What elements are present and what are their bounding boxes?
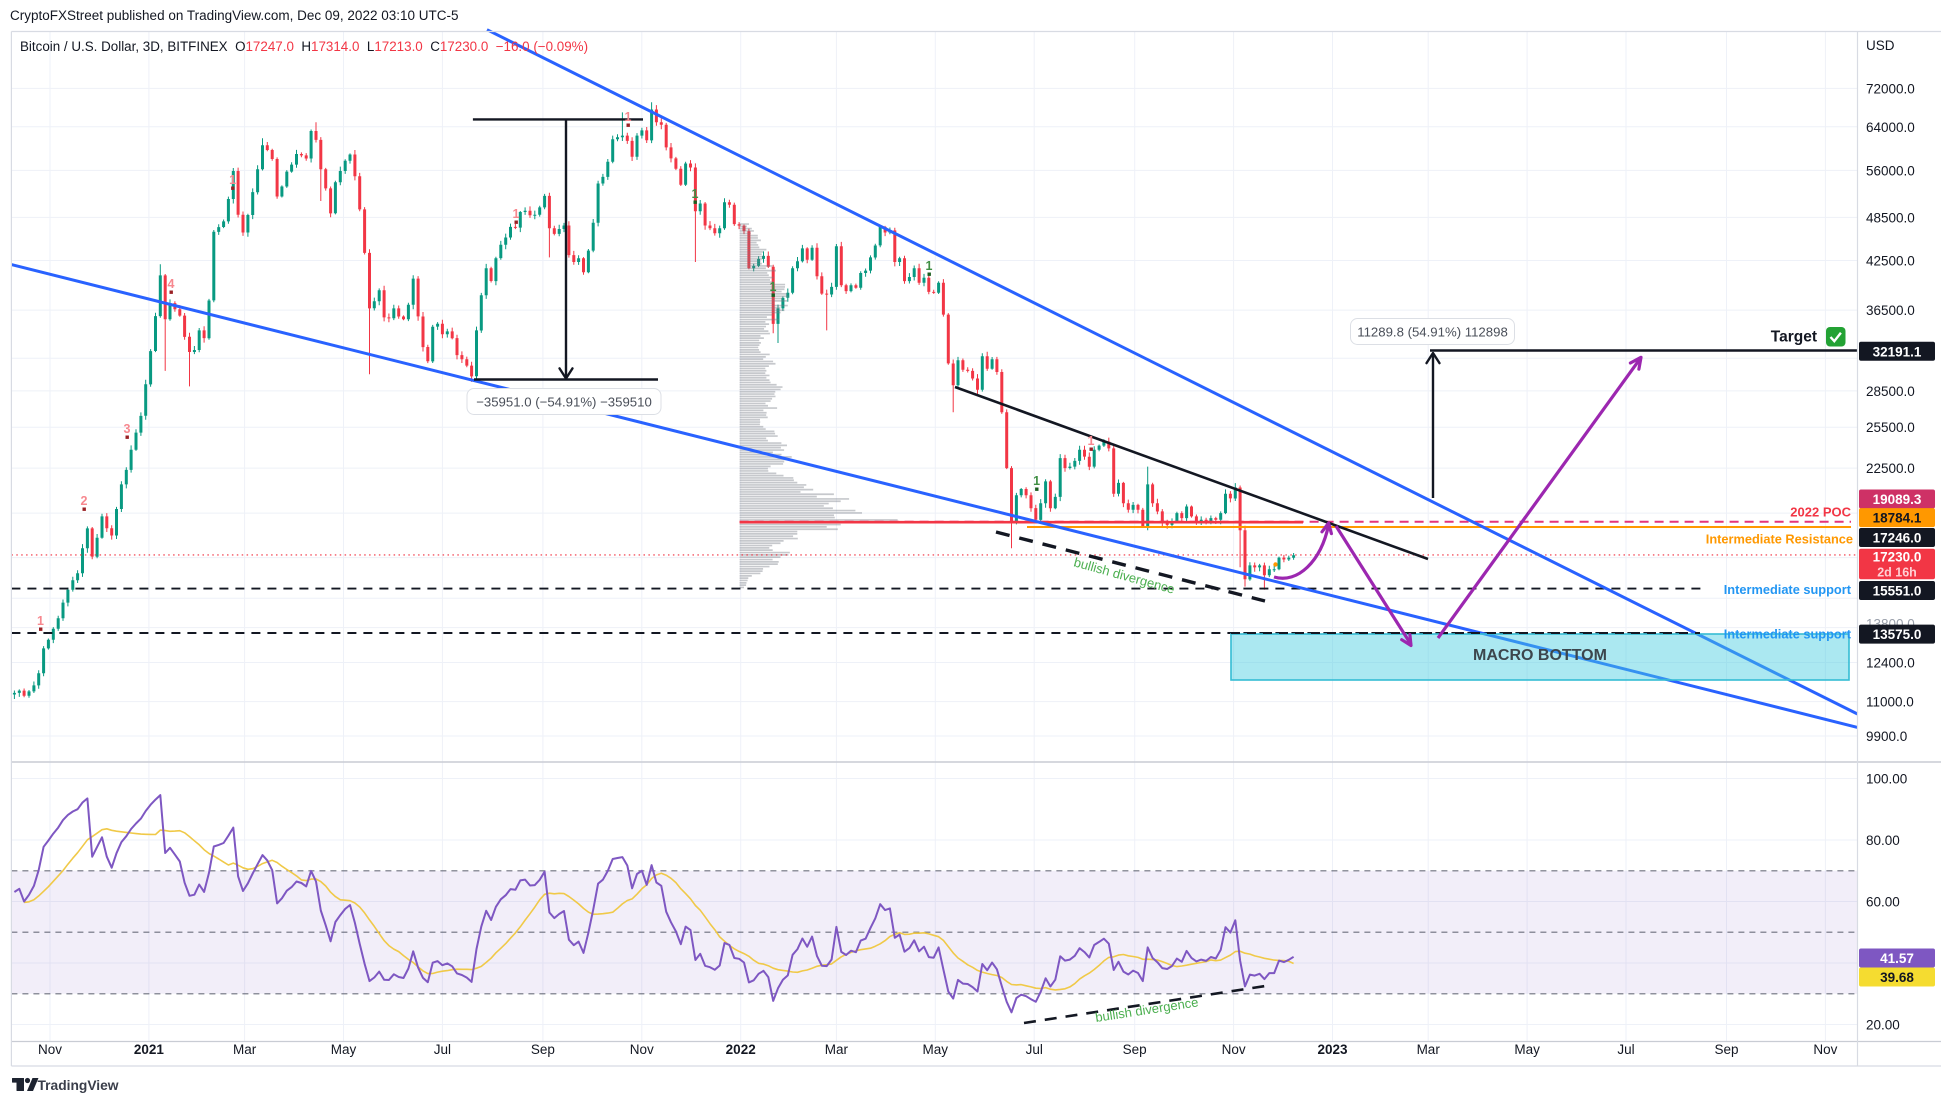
svg-text:39.68: 39.68 xyxy=(1880,970,1914,985)
svg-text:2022 POC: 2022 POC xyxy=(1790,505,1851,520)
svg-text:May: May xyxy=(1514,1042,1540,1057)
svg-text:3: 3 xyxy=(124,422,131,436)
svg-text:11289.8 (54.91%) 112898: 11289.8 (54.91%) 112898 xyxy=(1357,325,1508,340)
svg-text:4: 4 xyxy=(168,277,175,291)
svg-text:−35951.0 (−54.91%) −359510: −35951.0 (−54.91%) −359510 xyxy=(476,395,652,410)
svg-text:18784.1: 18784.1 xyxy=(1873,511,1922,526)
svg-text:41.57: 41.57 xyxy=(1880,951,1914,966)
svg-text:Sep: Sep xyxy=(1714,1042,1738,1057)
svg-text:USD: USD xyxy=(1866,38,1895,53)
svg-text:64000.0: 64000.0 xyxy=(1866,120,1915,135)
svg-text:Mar: Mar xyxy=(1417,1042,1441,1057)
svg-text:2d 16h: 2d 16h xyxy=(1877,566,1917,580)
svg-text:15551.0: 15551.0 xyxy=(1873,584,1922,599)
svg-text:2021: 2021 xyxy=(134,1042,165,1057)
svg-text:1: 1 xyxy=(770,280,777,294)
svg-text:13575.0: 13575.0 xyxy=(1873,627,1922,642)
svg-text:12400.0: 12400.0 xyxy=(1866,656,1915,671)
svg-text:Sep: Sep xyxy=(531,1042,555,1057)
svg-text:11000.0: 11000.0 xyxy=(1866,695,1914,710)
svg-text:1: 1 xyxy=(692,187,699,201)
svg-text:CryptoFXStreet published on Tr: CryptoFXStreet published on TradingView.… xyxy=(10,8,459,23)
svg-text:1: 1 xyxy=(1088,434,1095,448)
svg-text:Nov: Nov xyxy=(1222,1042,1246,1057)
svg-text:100.00: 100.00 xyxy=(1866,772,1907,787)
svg-text:Sep: Sep xyxy=(1123,1042,1147,1057)
svg-text:1: 1 xyxy=(1033,474,1040,488)
svg-text:Nov: Nov xyxy=(630,1042,654,1057)
svg-text:2: 2 xyxy=(81,494,88,508)
svg-text:56000.0: 56000.0 xyxy=(1866,163,1915,178)
svg-text:22500.0: 22500.0 xyxy=(1866,461,1915,476)
svg-text:Jul: Jul xyxy=(1617,1042,1634,1057)
svg-text:1: 1 xyxy=(37,614,44,628)
svg-text:72000.0: 72000.0 xyxy=(1866,81,1915,96)
svg-text:19089.3: 19089.3 xyxy=(1873,492,1922,507)
svg-text:Jul: Jul xyxy=(434,1042,451,1057)
svg-text:25500.0: 25500.0 xyxy=(1866,420,1915,435)
svg-text:Target: Target xyxy=(1771,329,1817,346)
svg-text:Bitcoin / U.S. Dollar, 3D, BIT: Bitcoin / U.S. Dollar, 3D, BITFINEX O172… xyxy=(20,39,588,54)
svg-text:Nov: Nov xyxy=(1813,1042,1837,1057)
svg-text:1: 1 xyxy=(513,207,520,221)
svg-text:Mar: Mar xyxy=(825,1042,849,1057)
svg-text:80.00: 80.00 xyxy=(1866,833,1900,848)
svg-text:Intermediate support: Intermediate support xyxy=(1724,582,1852,597)
svg-text:2022: 2022 xyxy=(726,1042,756,1057)
svg-text:TradingView: TradingView xyxy=(38,1078,119,1093)
svg-text:Intermediate support: Intermediate support xyxy=(1724,627,1852,642)
svg-text:17230.0: 17230.0 xyxy=(1873,550,1922,565)
svg-text:17246.0: 17246.0 xyxy=(1873,531,1922,546)
svg-text:1: 1 xyxy=(625,110,632,124)
svg-text:42500.0: 42500.0 xyxy=(1866,254,1915,269)
svg-text:1: 1 xyxy=(229,173,236,187)
svg-text:MACRO BOTTOM: MACRO BOTTOM xyxy=(1473,647,1607,664)
svg-text:36500.0: 36500.0 xyxy=(1866,303,1915,318)
svg-text:Intermediate Resistance: Intermediate Resistance xyxy=(1706,531,1853,546)
svg-text:20.00: 20.00 xyxy=(1866,1018,1900,1033)
svg-text:Mar: Mar xyxy=(233,1042,257,1057)
svg-text:1: 1 xyxy=(926,259,933,273)
svg-text:Nov: Nov xyxy=(38,1042,62,1057)
svg-text:28500.0: 28500.0 xyxy=(1866,384,1915,399)
svg-text:32191.1: 32191.1 xyxy=(1873,344,1922,359)
svg-text:2023: 2023 xyxy=(1317,1042,1348,1057)
svg-text:May: May xyxy=(923,1042,949,1057)
svg-text:60.00: 60.00 xyxy=(1866,895,1900,910)
svg-text:48500.0: 48500.0 xyxy=(1866,210,1915,225)
svg-text:May: May xyxy=(331,1042,357,1057)
svg-text:9900.0: 9900.0 xyxy=(1866,729,1907,744)
svg-text:Jul: Jul xyxy=(1026,1042,1043,1057)
